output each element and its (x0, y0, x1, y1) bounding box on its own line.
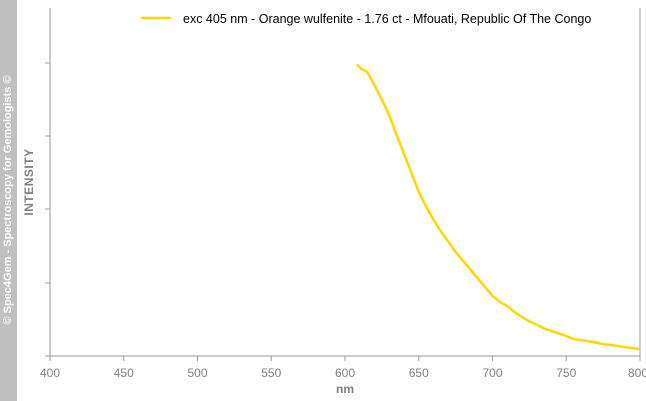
legend-label: exc 405 nm - Orange wulfenite - 1.76 ct … (183, 12, 591, 26)
x-tick-label: 500 (187, 366, 207, 380)
y-ticks (45, 62, 50, 357)
x-tick-label: 400 (40, 366, 60, 380)
x-tick-label: 550 (261, 366, 281, 380)
axes (49, 8, 641, 357)
x-ticks: 400 450 500 550 600 650 700 750 800 (40, 356, 646, 380)
series-group (355, 63, 641, 351)
watermark-sidebar: © Spec4Gem - Spectroscopy for Gemologist… (0, 0, 17, 401)
x-tick-label: 700 (482, 366, 502, 380)
legend: exc 405 nm - Orange wulfenite - 1.76 ct … (141, 12, 591, 26)
x-axis-label: nm (336, 382, 354, 396)
x-tick-label: 600 (335, 366, 355, 380)
series-line (355, 63, 641, 351)
x-tick-label: 450 (114, 366, 134, 380)
x-tick-label: 800 (628, 366, 646, 380)
x-tick-label: 650 (409, 366, 429, 380)
x-tick-label: 750 (556, 366, 576, 380)
